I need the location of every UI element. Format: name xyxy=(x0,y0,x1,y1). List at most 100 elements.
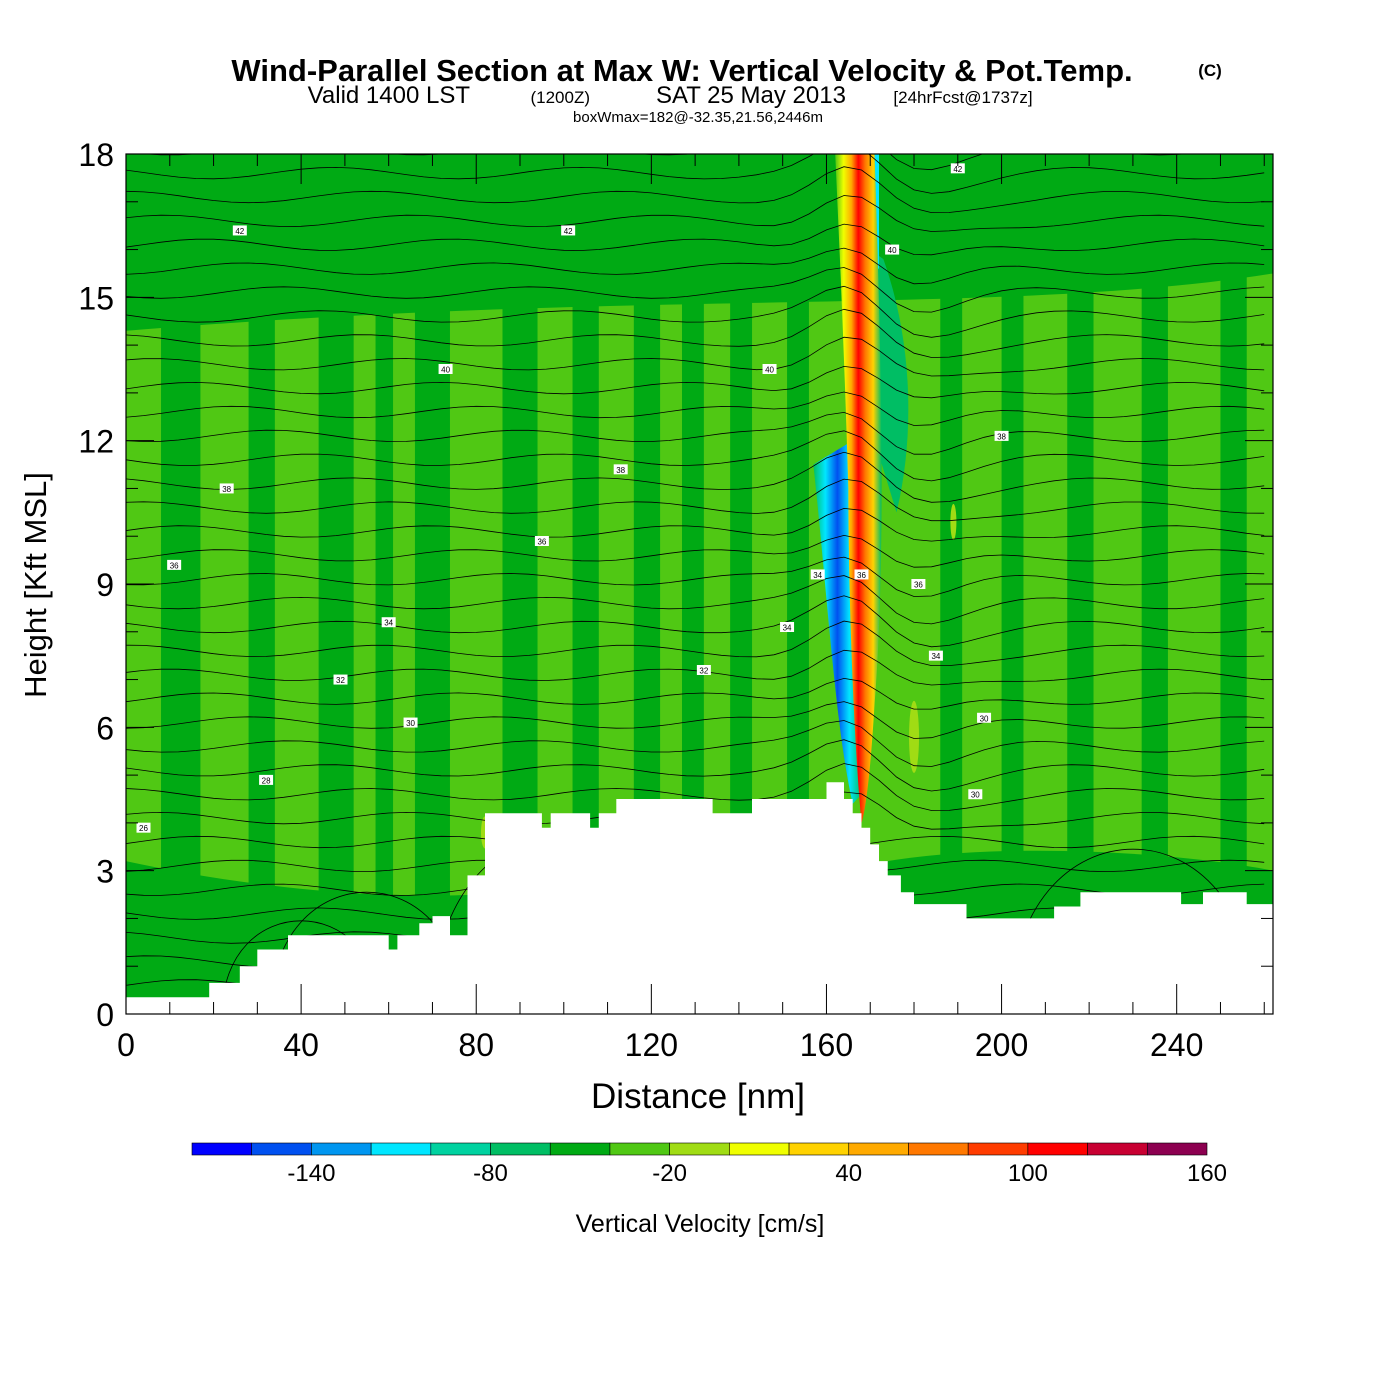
theta-label: 38 xyxy=(219,483,234,494)
colorbar-swatch xyxy=(729,1142,790,1156)
theta-label-text: 36 xyxy=(914,581,923,590)
colorbar-swatch xyxy=(549,1142,611,1156)
x-tick-label: 40 xyxy=(283,1027,319,1063)
colorbar-swatch xyxy=(967,1142,1029,1156)
weak-updraft xyxy=(909,700,920,773)
colorbar-tick-label: 40 xyxy=(835,1160,862,1187)
y-tick-label: 12 xyxy=(78,424,114,460)
colorbar-swatch xyxy=(1146,1142,1208,1156)
colorbar-swatch xyxy=(788,1142,850,1156)
upper-level-band xyxy=(126,154,1273,331)
x-axis-label: Distance [nm] xyxy=(591,1077,805,1116)
theta-label: 32 xyxy=(696,665,711,676)
theta-label-text: 40 xyxy=(441,366,450,375)
theta-label: 30 xyxy=(968,789,983,800)
theta-contour xyxy=(126,365,1265,399)
valid-time-label: Valid 1400 LST xyxy=(308,82,471,109)
colorbar-tick-label: -20 xyxy=(652,1160,687,1187)
theta-contour xyxy=(126,247,1265,285)
theta-label: 34 xyxy=(780,622,795,633)
theta-contour xyxy=(126,478,1265,522)
theta-label: 32 xyxy=(333,674,348,685)
theta-contour xyxy=(126,411,1265,455)
theta-contour xyxy=(126,556,1265,597)
theta-label: 34 xyxy=(381,617,396,628)
colorbar-swatch xyxy=(251,1142,312,1156)
theta-contour xyxy=(126,223,1265,256)
theta-label: 38 xyxy=(994,430,1009,441)
theta-label-text: 42 xyxy=(564,227,573,236)
theta-label: 42 xyxy=(950,163,965,174)
y-tick-label: 0 xyxy=(96,997,114,1033)
colorbar-tick-label: -140 xyxy=(287,1160,335,1187)
theta-label: 30 xyxy=(977,712,992,723)
x-tick-label: 240 xyxy=(1150,1027,1203,1063)
theta-contour xyxy=(126,195,1265,232)
theta-label-text: 30 xyxy=(980,714,989,723)
colorbar-swatch xyxy=(370,1142,432,1156)
y-tick-label: 18 xyxy=(78,137,114,173)
plot-area: 42 42 42 40 40 40 38 38 38 36 36 36 36 34 34 34 34 32 32 30… xyxy=(126,154,1273,1014)
valid-time-line: Valid 1400 LST (1200Z) SAT 25 May 2013 [… xyxy=(308,82,1033,109)
colorbar-swatch xyxy=(669,1142,730,1156)
theta-label-text: 32 xyxy=(699,667,708,676)
theta-contour xyxy=(126,763,1265,811)
x-tick-label: 200 xyxy=(975,1027,1028,1063)
forecast-label: [24hrFcst@1737z] xyxy=(893,88,1032,107)
theta-label-text: 32 xyxy=(336,676,345,685)
x-tick-label: 80 xyxy=(458,1027,494,1063)
theta-contour xyxy=(126,267,1265,313)
colorbar-label: Vertical Velocity [cm/s] xyxy=(576,1210,825,1238)
chart-title: Wind-Parallel Section at Max W: Vertical… xyxy=(231,53,1132,88)
colorbar-swatch xyxy=(1027,1142,1088,1156)
theta-label: 38 xyxy=(613,464,628,475)
theta-label: 40 xyxy=(885,244,900,255)
theta-contour xyxy=(126,507,1265,542)
theta-contour xyxy=(126,336,1265,377)
theta-contour xyxy=(126,308,1265,358)
weak-updraft xyxy=(950,503,957,540)
theta-contour xyxy=(126,701,1265,739)
theta-label: 42 xyxy=(232,225,247,236)
theta-contour xyxy=(126,677,1265,710)
y-tick-label: 6 xyxy=(96,710,114,746)
colorbar-swatch xyxy=(908,1142,969,1156)
theta-label: 36 xyxy=(854,569,869,580)
box-wmax-label: boxWmax=182@-32.35,21.56,2446m xyxy=(573,109,823,126)
theta-label: 36 xyxy=(534,536,549,547)
theta-label: 36 xyxy=(911,579,926,590)
theta-label: 40 xyxy=(438,364,453,375)
theta-contour xyxy=(126,391,1265,426)
theta-label-text: 36 xyxy=(537,538,546,547)
theta-label: 36 xyxy=(167,559,182,570)
theta-label-text: 38 xyxy=(997,432,1006,441)
downdraft-band xyxy=(1001,154,1024,1014)
y-tick-label: 15 xyxy=(78,280,114,316)
theta-label-text: 38 xyxy=(222,485,231,494)
colorbar-swatch xyxy=(191,1142,253,1156)
y-tick-label: 9 xyxy=(96,567,114,603)
theta-label-text: 38 xyxy=(616,466,625,475)
utc-label: (1200Z) xyxy=(530,88,590,107)
colorbar-tick-label: -80 xyxy=(473,1160,508,1187)
theta-label-text: 40 xyxy=(888,246,897,255)
theta-contour xyxy=(126,451,1265,503)
theta-label: 30 xyxy=(403,717,418,728)
updraft-core xyxy=(835,154,882,823)
theta-label-text: 30 xyxy=(971,791,980,800)
colorbar: -140 -80 -20 40 100 160 xyxy=(191,1142,1227,1187)
y-tick-label: 3 xyxy=(96,854,114,890)
theta-contour xyxy=(126,430,1265,482)
colorbar-tick-label: 160 xyxy=(1187,1160,1227,1187)
copyright-mark: (C) xyxy=(1198,61,1222,80)
theta-label-text: 42 xyxy=(953,165,962,174)
theta-contour xyxy=(126,166,1265,214)
theta-label: 40 xyxy=(762,364,777,375)
theta-label-text: 36 xyxy=(170,561,179,570)
theta-label-text: 28 xyxy=(262,776,271,785)
theta-label: 42 xyxy=(561,225,576,236)
theta-contour xyxy=(126,534,1265,568)
downdraft-band xyxy=(940,154,963,1014)
theta-label: 26 xyxy=(136,822,151,833)
